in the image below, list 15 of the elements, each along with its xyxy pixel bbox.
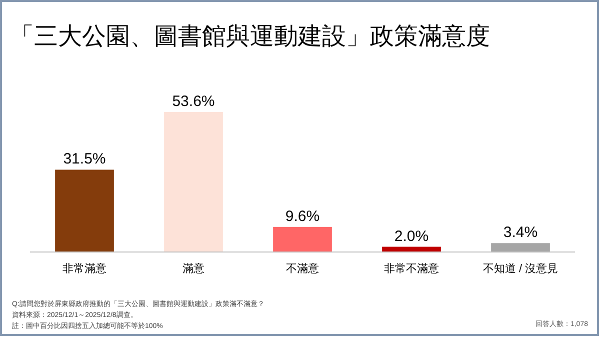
data-label: 9.6% <box>285 208 320 225</box>
x-tick-label: 非常不滿意 <box>384 262 439 275</box>
bar <box>491 243 550 252</box>
data-label: 2.0% <box>394 228 429 245</box>
chart-title: 「三大公園、圖書館與運動建設」政策滿意度 <box>10 23 490 50</box>
bar <box>55 170 114 252</box>
x-tick-label: 非常滿意 <box>62 262 106 275</box>
bar <box>273 226 332 252</box>
x-tick-label: 滿意 <box>182 262 204 275</box>
x-tick-label: 不滿意 <box>286 262 319 275</box>
data-label: 31.5% <box>63 150 106 168</box>
x-tick-label: 不知道 / 沒意見 <box>482 262 558 275</box>
data-label: 3.4% <box>503 224 538 242</box>
data-label: 53.6% <box>172 93 215 110</box>
bar <box>164 112 223 252</box>
